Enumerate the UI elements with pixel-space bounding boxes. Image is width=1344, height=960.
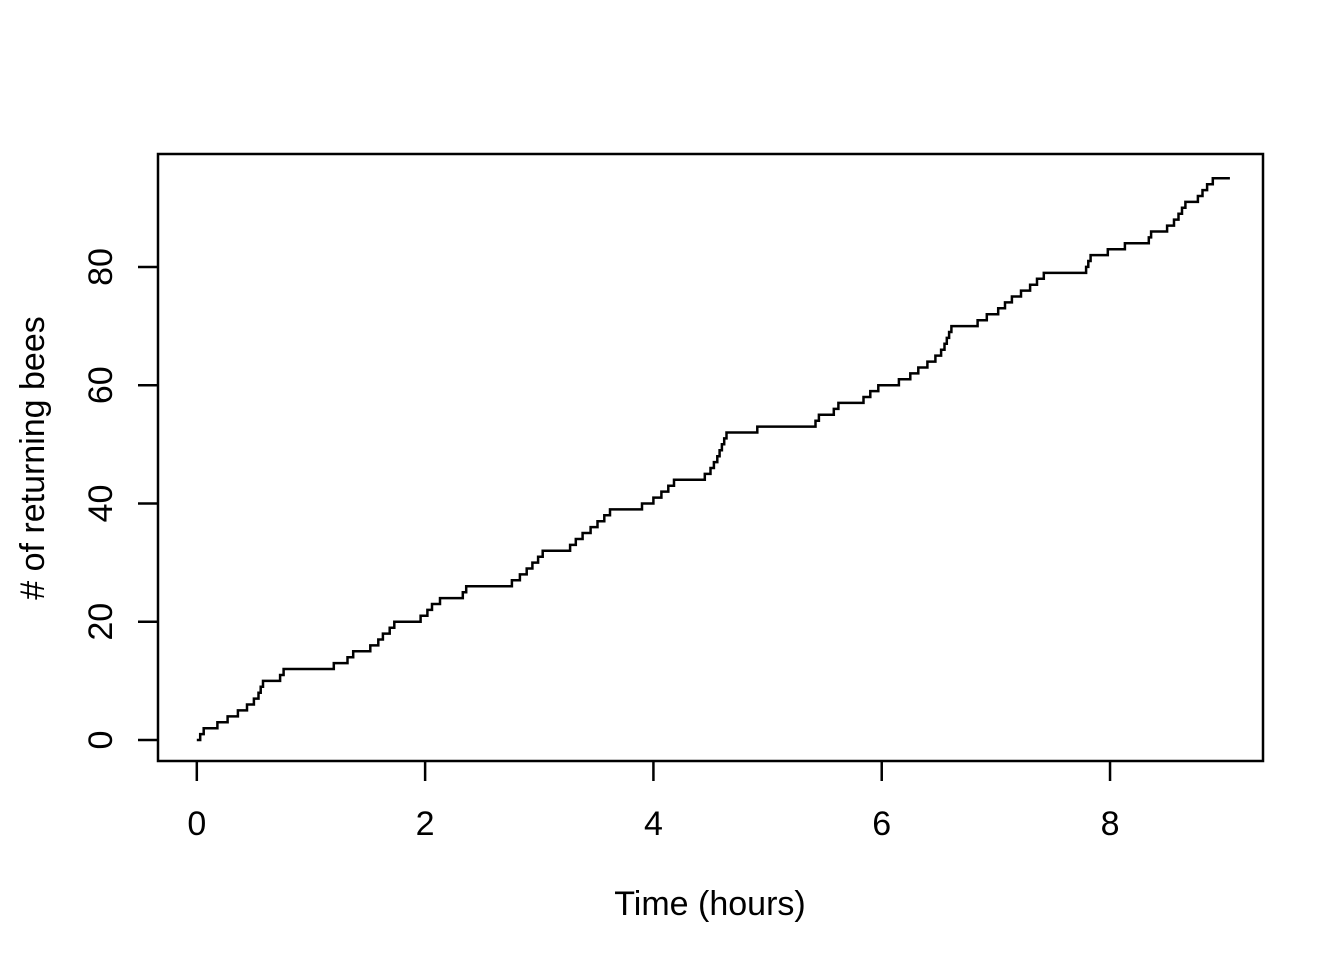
step-curve [196, 176, 1230, 742]
y-tick-label-0: 0 [82, 731, 120, 750]
y-axis-ticks: 0 20 40 60 80 [82, 248, 158, 749]
x-tick-label-2: 2 [416, 805, 435, 843]
y-tick-label-60: 60 [82, 366, 120, 404]
y-axis-title: # of returning bees [14, 316, 52, 600]
y-tick-label-80: 80 [82, 248, 120, 286]
x-tick-label-0: 0 [187, 805, 206, 843]
x-tick-label-4: 4 [644, 805, 663, 843]
plot-frame [156, 152, 1265, 763]
x-axis-ticks: 0 2 4 6 8 [187, 761, 1119, 843]
y-tick-label-20: 20 [82, 603, 120, 641]
x-tick-label-6: 6 [872, 805, 891, 843]
y-tick-label-40: 40 [82, 485, 120, 523]
x-tick-label-8: 8 [1101, 805, 1120, 843]
x-axis-title: Time (hours) [614, 885, 805, 923]
series-group [196, 176, 1230, 742]
